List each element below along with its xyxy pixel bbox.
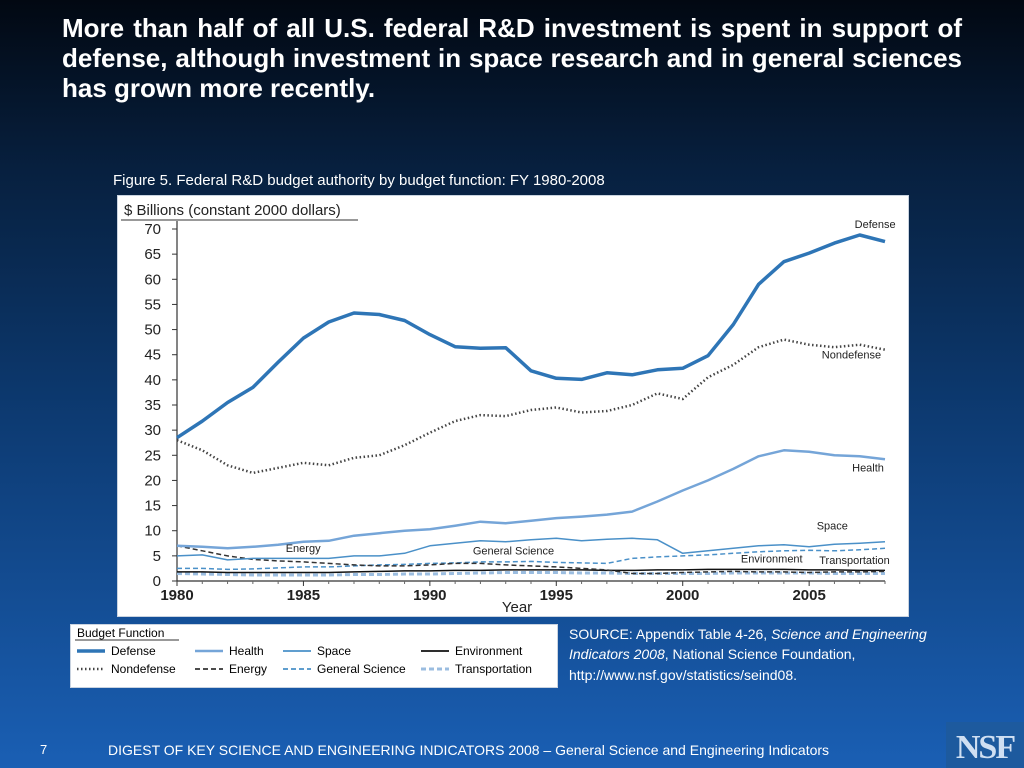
line-chart: $ Billions (constant 2000 dollars) 0 5 10 15…	[121, 202, 896, 616]
series-line-health	[176, 449, 886, 550]
x-tick-label: 2000	[666, 587, 699, 604]
series-label-health: Health	[852, 462, 884, 474]
y-tick-label: 70	[144, 221, 161, 238]
y-tick-label: 15	[144, 498, 161, 515]
chart-panel: $ Billions (constant 2000 dollars) 0 5 10 15…	[117, 195, 909, 617]
legend-label-health: Health	[229, 644, 264, 658]
legend-label-environment: Environment	[455, 644, 523, 658]
legend-panel: Budget Function Defense Nondefense Health En…	[70, 624, 558, 688]
y-tick-label: 30	[144, 422, 161, 439]
series-label-transportation: Transportation	[819, 555, 890, 567]
y-tick-label: 50	[144, 322, 161, 339]
y-tick-label: 55	[144, 296, 161, 313]
source-title: Science and Engineering Indicators 2008	[569, 626, 927, 663]
x-tick-label: 1990	[413, 587, 446, 604]
svg-text:NSF: NSF	[956, 729, 1015, 766]
series-line-space	[176, 537, 886, 561]
figure-title: Figure 5. Federal R&D budget authority b…	[113, 172, 605, 189]
y-axis-label: $ Billions (constant 2000 dollars)	[124, 202, 341, 219]
y-tick-label: 25	[144, 447, 161, 464]
source-suffix: , National Science Foundation, http://ww…	[569, 646, 856, 683]
legend-title: Budget Function	[77, 626, 164, 640]
x-tick-label: 2005	[792, 587, 825, 604]
legend-label-energy: Energy	[229, 662, 267, 676]
series-line-nondefense	[176, 338, 886, 475]
y-tick-label: 20	[144, 472, 161, 489]
legend-label-nondefense: Nondefense	[111, 662, 176, 676]
x-tick-label: 1985	[287, 587, 320, 604]
x-axis-label: Year	[502, 599, 532, 616]
y-tick-label: 60	[144, 271, 161, 288]
slide-number: 7	[40, 742, 48, 757]
series-line-general-science	[177, 547, 886, 571]
headline: More than half of all U.S. federal R&D i…	[62, 13, 962, 103]
y-tick-label: 10	[144, 523, 161, 540]
legend-label-general-science: General Science	[317, 662, 406, 676]
series-line-environment	[177, 568, 885, 574]
series-label-environment: Environment	[741, 553, 803, 565]
y-tick-label: 5	[153, 548, 161, 565]
legend: Budget Function Defense Nondefense Health En…	[75, 626, 532, 676]
series-line-energy	[176, 545, 886, 575]
legend-label-transportation: Transportation	[455, 662, 532, 676]
series-label-energy: Energy	[286, 543, 321, 555]
series-label-general-science: General Science	[473, 545, 554, 557]
y-tick-label: 35	[144, 397, 161, 414]
x-tick-label: 1995	[540, 587, 573, 604]
nsf-logo-icon: NSF	[946, 722, 1024, 768]
x-tick-label: 1980	[160, 587, 193, 604]
series-label-space: Space	[817, 521, 848, 533]
legend-label-defense: Defense	[111, 644, 156, 658]
series-label-nondefense: Nondefense	[822, 350, 881, 362]
series-line-defense	[176, 233, 886, 440]
source-prefix: SOURCE: Appendix Table 4-26,	[569, 626, 772, 642]
footer-text: DIGEST OF KEY SCIENCE AND ENGINEERING IN…	[108, 742, 830, 758]
legend-label-space: Space	[317, 644, 351, 658]
source-note: SOURCE: Appendix Table 4-26, Science and…	[569, 624, 959, 685]
series-label-defense: Defense	[855, 219, 896, 231]
y-tick-label: 0	[153, 573, 161, 590]
series-line-transportation	[176, 571, 885, 577]
y-tick-label: 40	[144, 372, 161, 389]
y-tick-label: 45	[144, 347, 161, 364]
y-tick-label: 65	[144, 246, 161, 263]
